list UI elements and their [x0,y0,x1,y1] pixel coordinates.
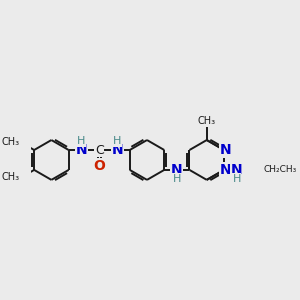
Text: H: H [232,174,241,184]
Text: N: N [231,163,242,177]
Text: N: N [111,143,123,157]
Text: CH₃: CH₃ [2,172,20,182]
Text: CH₃: CH₃ [2,137,20,147]
Text: N: N [220,143,232,157]
Text: H: H [173,174,181,184]
Text: O: O [93,159,105,173]
Text: N: N [76,143,87,157]
Text: C: C [95,143,103,157]
Text: CH₂CH₃: CH₂CH₃ [263,165,297,174]
Text: N: N [220,163,232,177]
Text: H: H [113,136,121,146]
Text: CH₃: CH₃ [198,116,216,126]
Text: H: H [77,136,86,146]
Text: N: N [171,163,183,177]
